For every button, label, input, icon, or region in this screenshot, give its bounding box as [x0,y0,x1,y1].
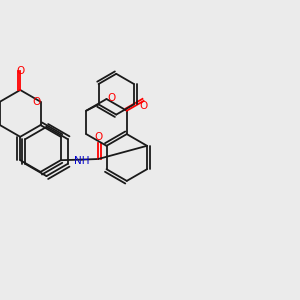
Text: O: O [94,132,102,142]
Text: O: O [33,97,41,107]
Text: NH: NH [74,155,89,166]
Text: O: O [16,65,24,76]
Text: O: O [140,101,148,111]
Text: O: O [107,92,115,103]
